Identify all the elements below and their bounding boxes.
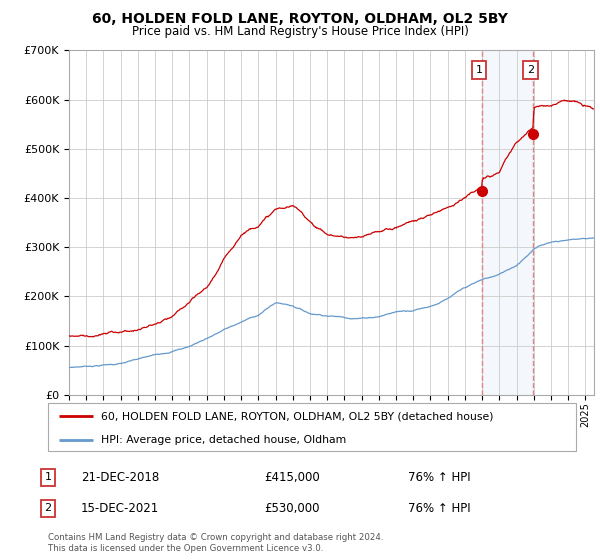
Text: 76% ↑ HPI: 76% ↑ HPI	[408, 502, 470, 515]
Text: 2: 2	[527, 65, 534, 75]
Text: 15-DEC-2021: 15-DEC-2021	[81, 502, 159, 515]
Bar	[482, 50, 533, 395]
Text: £415,000: £415,000	[264, 470, 320, 484]
Text: 60, HOLDEN FOLD LANE, ROYTON, OLDHAM, OL2 5BY (detached house): 60, HOLDEN FOLD LANE, ROYTON, OLDHAM, OL…	[101, 411, 493, 421]
Text: 2: 2	[44, 503, 52, 514]
Text: 1: 1	[476, 65, 482, 75]
Text: Price paid vs. HM Land Registry's House Price Index (HPI): Price paid vs. HM Land Registry's House …	[131, 25, 469, 38]
Text: HPI: Average price, detached house, Oldham: HPI: Average price, detached house, Oldh…	[101, 435, 346, 445]
Text: £530,000: £530,000	[264, 502, 320, 515]
Text: 1: 1	[44, 472, 52, 482]
Text: 21-DEC-2018: 21-DEC-2018	[81, 470, 159, 484]
Text: 76% ↑ HPI: 76% ↑ HPI	[408, 470, 470, 484]
Text: Contains HM Land Registry data © Crown copyright and database right 2024.
This d: Contains HM Land Registry data © Crown c…	[48, 533, 383, 553]
Text: 60, HOLDEN FOLD LANE, ROYTON, OLDHAM, OL2 5BY: 60, HOLDEN FOLD LANE, ROYTON, OLDHAM, OL…	[92, 12, 508, 26]
